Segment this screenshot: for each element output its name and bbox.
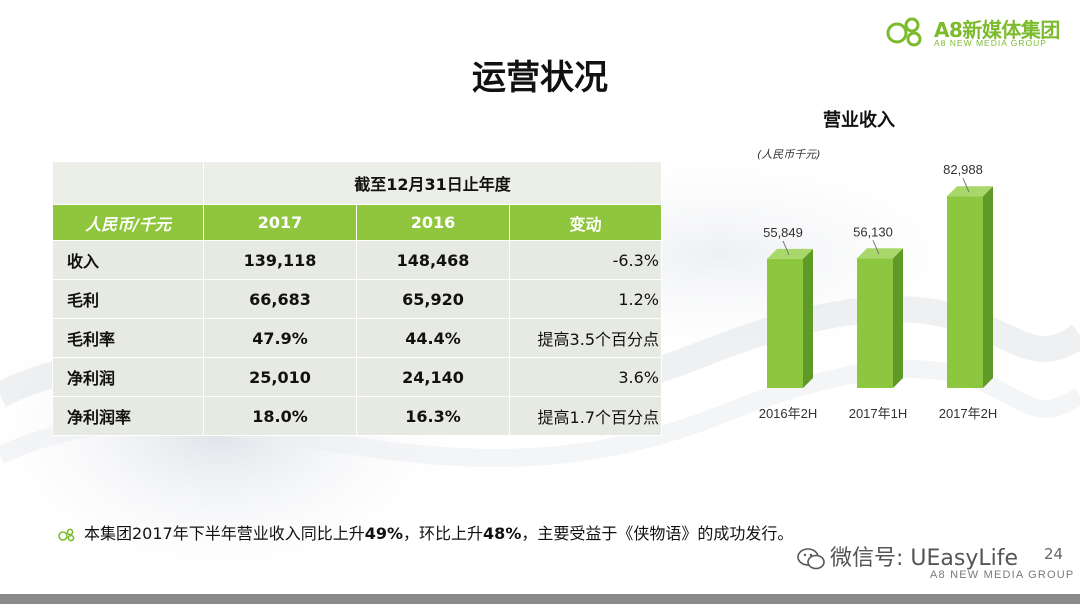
- bar-side-1: [803, 248, 813, 388]
- page-title: 运营状况: [472, 58, 608, 98]
- row-value-2017: 47.9%: [203, 318, 357, 358]
- bar-leader-line-2: [872, 240, 880, 255]
- bar-top-1: [767, 248, 813, 259]
- row-change: 提高3.5个百分点: [509, 318, 662, 358]
- wechat-watermark: 微信号: UEasyLife: [796, 540, 1018, 572]
- table-row: 毛利率 47.9% 44.4% 提高3.5个百分点: [52, 318, 662, 358]
- row-label: 毛利率: [52, 318, 204, 358]
- row-label: 毛利: [52, 279, 204, 319]
- table-row: 净利润率 18.0% 16.3% 提高1.7个百分点: [52, 396, 662, 436]
- bar-leader-line-1: [782, 240, 790, 256]
- brand-logo: A8新媒体集团 A8 NEW MEDIA GROUP: [886, 12, 1061, 52]
- bottom-bar: [0, 594, 1080, 604]
- table-row: 净利润 25,010 24,140 3.6%: [52, 357, 662, 397]
- bullet-logo-icon: [58, 528, 75, 541]
- wechat-icon: [797, 548, 825, 570]
- table-row: 毛利 66,683 65,920 1.2%: [52, 279, 662, 319]
- bar-top-3: [947, 186, 993, 197]
- chart-unit-label: (人民币千元): [757, 148, 821, 161]
- bar-value-label-1: 55,849: [763, 225, 803, 240]
- row-label: 净利润率: [52, 396, 204, 436]
- row-value-2017: 18.0%: [203, 396, 357, 436]
- table-row: 收入 139,118 148,468 -6.3%: [52, 240, 662, 280]
- logo-chinese-text: A8新媒体集团: [934, 18, 1060, 42]
- footnote-qoq-pct: 48%: [483, 524, 522, 543]
- table-header-2017: 2017: [203, 204, 357, 241]
- bar-value-label-3: 82,988: [943, 162, 983, 177]
- x-tick-label-3: 2017年2H: [939, 406, 998, 421]
- row-value-2017: 139,118: [203, 240, 357, 280]
- row-change: 提高1.7个百分点: [509, 396, 662, 436]
- table-period-row: 截至12月31日止年度: [52, 161, 662, 205]
- bar-2: [857, 258, 893, 388]
- chart-title: 营业收入: [823, 110, 895, 131]
- row-value-2017: 66,683: [203, 279, 357, 319]
- x-tick-label-2: 2017年1H: [849, 406, 908, 421]
- footnote-text-part3: ，主要受益于《侠物语》的成功发行。: [521, 524, 794, 543]
- footnote-yoy-pct: 49%: [364, 524, 404, 543]
- watermark-text: 微信号: UEasyLife: [830, 546, 1019, 571]
- table-header-change: 变动: [509, 204, 662, 241]
- row-change: 1.2%: [509, 279, 662, 319]
- footnote-text-part2: ，环比上升: [403, 524, 484, 543]
- footer-group-name: A8 NEW MEDIA GROUP: [930, 569, 1075, 581]
- bar-1: [767, 258, 803, 388]
- revenue-bar-chart: 55,849 2016年2H 56,130 2017年1H 82,988 2017年2H: [759, 162, 998, 421]
- bar-top-2: [857, 248, 903, 259]
- footnote-text-part1: 本集团2017年下半年营业收入同比上升: [84, 524, 365, 543]
- table-period-blank-cell: [52, 161, 204, 205]
- bar-leader-line-3: [962, 178, 970, 193]
- table-header-unit: 人民币/千元: [52, 204, 204, 241]
- row-value-2016: 44.4%: [356, 318, 510, 358]
- row-value-2016: 65,920: [356, 279, 510, 319]
- table-header-row: 人民币/千元 2017 2016 变动: [52, 204, 662, 241]
- bar-value-label-2: 56,130: [853, 224, 893, 239]
- row-value-2016: 16.3%: [356, 396, 510, 436]
- row-value-2016: 24,140: [356, 357, 510, 397]
- row-label: 收入: [52, 240, 204, 280]
- bar-3: [947, 196, 983, 388]
- row-value-2016: 148,468: [356, 240, 510, 280]
- table-header-2016: 2016: [356, 204, 510, 241]
- footnote: 本集团2017年下半年营业收入同比上升49%，环比上升48%，主要受益于《侠物语…: [58, 520, 793, 544]
- x-tick-label-1: 2016年2H: [759, 406, 818, 421]
- row-change: -6.3%: [509, 240, 662, 280]
- top-rule: [0, 0, 1080, 3]
- page-number: 24: [1044, 545, 1064, 563]
- row-change: 3.6%: [509, 357, 662, 397]
- bar-side-2: [893, 248, 903, 388]
- row-value-2017: 25,010: [203, 357, 357, 397]
- financial-table: 截至12月31日止年度 人民币/千元 2017 2016 变动 收入 139,1…: [52, 161, 662, 436]
- row-label: 净利润: [52, 357, 204, 397]
- logo-mark-icon: [886, 17, 922, 47]
- table-period-label: 截至12月31日止年度: [203, 161, 662, 205]
- logo-english-text: A8 NEW MEDIA GROUP: [934, 38, 1047, 48]
- bar-side-3: [983, 186, 993, 388]
